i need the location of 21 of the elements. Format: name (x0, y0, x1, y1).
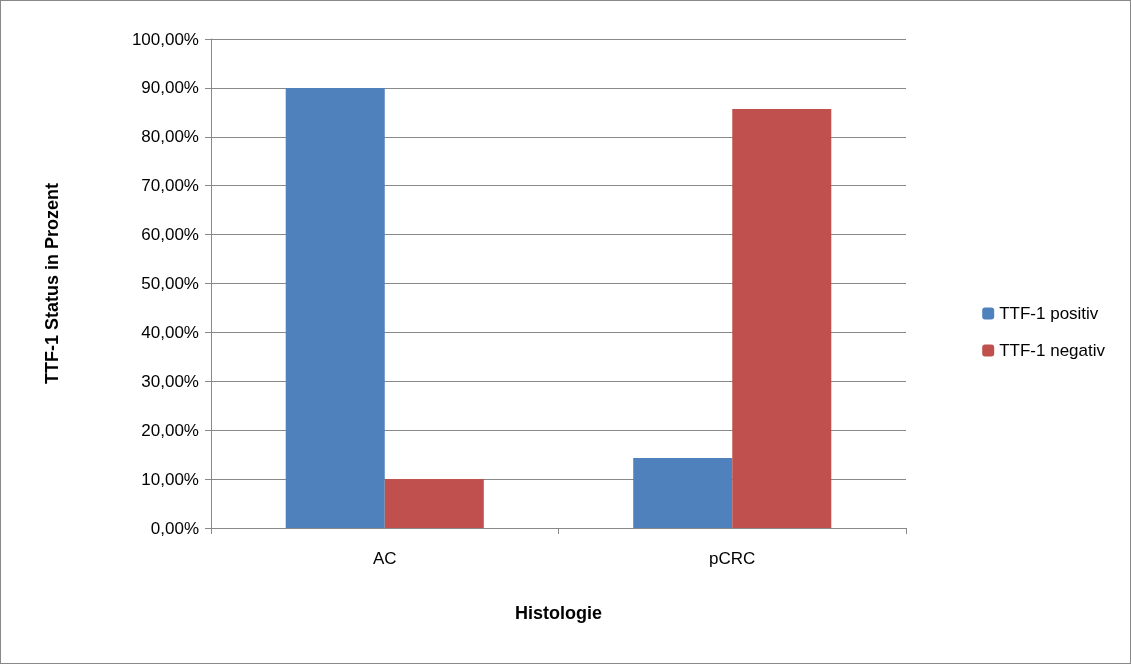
y-tick-label: 10,00% (141, 469, 199, 489)
x-tick-label: AC (372, 549, 397, 568)
legend-label: TTF-1 positiv (999, 304, 1099, 323)
x-axis-title: Histologie (514, 603, 603, 623)
y-tick-label: 30,00% (141, 371, 199, 391)
x-tick-label: pCRC (709, 549, 756, 568)
y-tick-label: 80,00% (141, 127, 199, 147)
bar (384, 479, 484, 528)
legend-label: TTF-1 negativ (999, 341, 1106, 360)
y-tick-label: 50,00% (141, 274, 199, 293)
y-axis-title: TTF-1 Status in Prozent (42, 182, 62, 385)
y-tick-label: 20,00% (141, 420, 199, 440)
y-tick-label: 100,00% (131, 29, 199, 49)
bar (633, 458, 733, 528)
y-tick-label: 40,00% (141, 322, 199, 342)
y-tick-label: 0,00% (150, 518, 199, 538)
y-tick-label: 90,00% (141, 78, 199, 98)
bar (285, 87, 385, 528)
bar (732, 108, 832, 528)
y-tick-label: 60,00% (141, 225, 199, 245)
y-tick-label: 70,00% (141, 176, 199, 196)
